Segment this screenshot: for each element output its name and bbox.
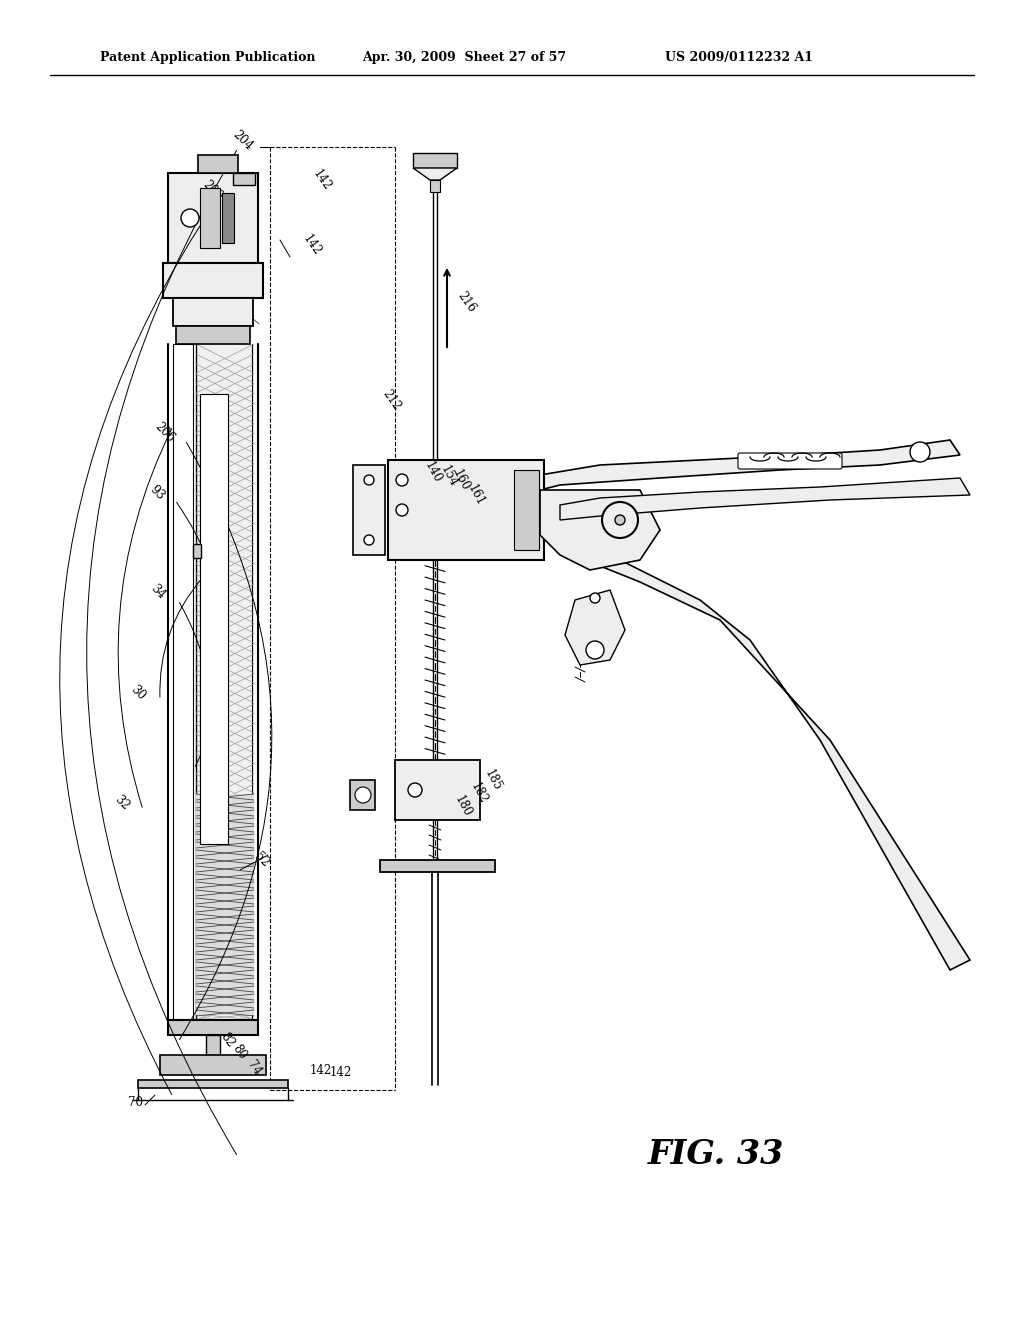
Circle shape [364,535,374,545]
Text: FIG. 33: FIG. 33 [648,1138,784,1172]
Text: 70: 70 [128,1096,143,1109]
Text: 82: 82 [218,1030,238,1049]
Circle shape [586,642,604,659]
Bar [233,173,255,185]
Polygon shape [540,440,961,490]
Bar [198,154,238,173]
Text: 93: 93 [147,483,167,503]
Circle shape [396,504,408,516]
Bar [222,193,234,243]
Bar [173,298,253,326]
Text: 154: 154 [438,463,460,488]
Text: Apr. 30, 2009  Sheet 27 of 57: Apr. 30, 2009 Sheet 27 of 57 [362,51,566,65]
Text: 140: 140 [422,459,444,484]
Bar [163,263,263,298]
Bar [168,173,258,263]
Polygon shape [413,153,457,168]
Text: 204: 204 [230,128,255,153]
Text: 142: 142 [300,232,324,257]
Bar [138,1080,288,1088]
Bar [193,544,201,558]
Bar [196,345,254,1020]
Polygon shape [560,478,970,520]
Bar [160,1055,266,1074]
Text: 34: 34 [148,582,168,602]
Text: 180: 180 [452,793,474,818]
Circle shape [408,783,422,797]
Bar [388,459,544,560]
Text: Patent Application Publication: Patent Application Publication [100,51,315,65]
Text: 216: 216 [455,289,478,315]
Circle shape [396,474,408,486]
Bar [430,180,440,191]
Polygon shape [540,490,660,570]
Circle shape [590,593,600,603]
Polygon shape [560,540,970,970]
Text: US 2009/0112232 A1: US 2009/0112232 A1 [665,51,813,65]
Text: 212: 212 [380,387,403,413]
Text: 52: 52 [252,850,271,870]
Text: 185: 185 [482,767,504,793]
Circle shape [910,442,930,462]
Bar [206,1035,220,1055]
Text: 142: 142 [310,1064,332,1077]
Bar [200,393,228,843]
Text: 161: 161 [465,482,487,508]
Bar [353,465,385,554]
Circle shape [602,502,638,539]
Bar [168,1020,258,1035]
Text: 200: 200 [200,177,225,202]
Bar [196,795,254,1015]
Text: 74: 74 [245,1059,264,1078]
Bar [380,861,495,873]
Circle shape [355,787,371,803]
Circle shape [181,209,199,227]
Text: 160: 160 [450,467,472,492]
Bar [200,187,220,248]
Text: 142: 142 [310,168,334,193]
Polygon shape [413,168,457,180]
Text: 80: 80 [230,1043,249,1061]
Bar [395,760,480,820]
Bar [514,470,539,550]
Text: 32: 32 [112,793,132,813]
Bar [173,345,193,1020]
Bar [176,326,250,345]
Text: 30: 30 [128,684,147,702]
Bar [350,780,375,810]
FancyBboxPatch shape [738,453,842,469]
Text: 142: 142 [330,1065,352,1078]
Circle shape [364,475,374,484]
Polygon shape [565,590,625,665]
Circle shape [615,515,625,525]
Text: 182: 182 [468,780,489,805]
Text: 206: 206 [152,420,177,445]
